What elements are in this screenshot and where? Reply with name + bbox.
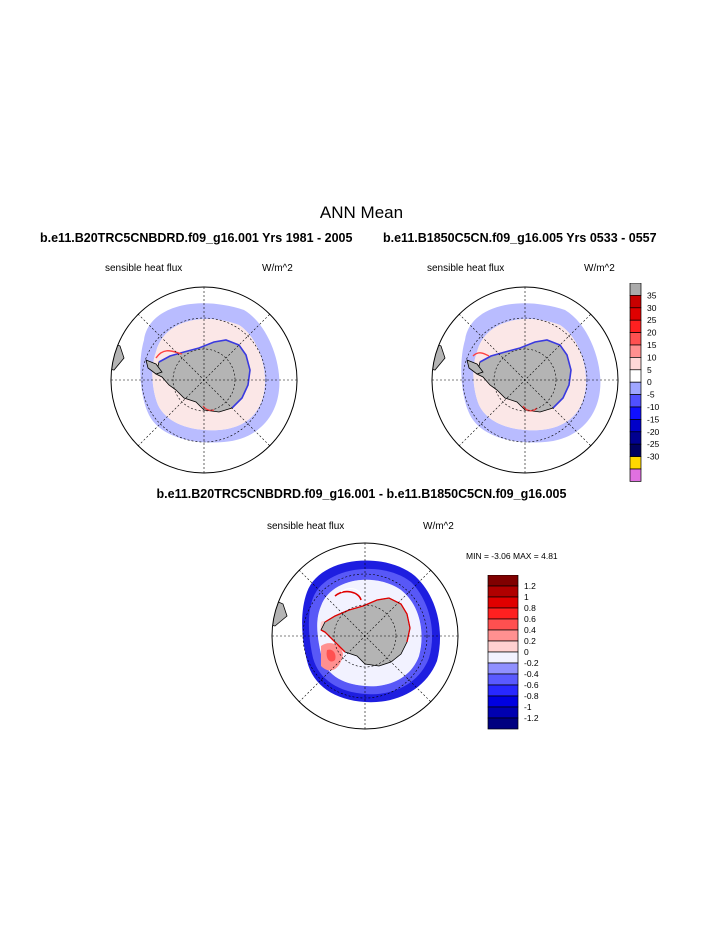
colorbar-diff-swatch [487, 662, 519, 675]
colorbar-top-swatch [629, 381, 642, 395]
colorbar-top-label: -5 [647, 390, 655, 400]
colorbar-top-swatch [629, 357, 642, 371]
map-difference [271, 542, 459, 730]
colorbar-top-swatch [629, 369, 642, 383]
colorbar-top-label: 35 [647, 290, 657, 300]
colorbar-diff-swatch [487, 695, 519, 708]
colorbar-top-label: 30 [647, 303, 657, 313]
colorbar-top-swatch [629, 307, 642, 321]
colorbar-diff-swatch [487, 629, 519, 642]
colorbar-top-label: -10 [647, 402, 660, 412]
panel-2-case-title: b.e11.B1850C5CN.f09_g16.005 Yrs 0533 - 0… [383, 231, 657, 245]
page-title: ANN Mean [319, 203, 404, 222]
colorbar-diff-label: -1.2 [524, 713, 539, 723]
panel-1-variable: sensible heat flux [105, 263, 183, 274]
colorbar-top-swatch [629, 468, 642, 482]
colorbar-top-swatch [629, 283, 642, 296]
colorbar-diff-label: -0.6 [524, 680, 539, 690]
colorbar-diff-swatch [487, 607, 519, 620]
colorbar-top-swatch [629, 419, 642, 433]
colorbar-top-label: -20 [647, 427, 660, 437]
panel-2-units: W/m^2 [584, 263, 615, 274]
colorbar-top-swatch [629, 443, 642, 457]
colorbar-top-swatch [629, 406, 642, 420]
colorbar-difference: 1.210.80.60.40.20-0.2-0.4-0.6-0.8-1-1.2 [487, 575, 539, 730]
colorbar-top-label: -30 [647, 452, 660, 462]
colorbar-top-label: 0 [647, 377, 652, 387]
colorbar-diff-label: -0.8 [524, 691, 539, 701]
difference-min-max: MIN = -3.06 MAX = 4.81 [466, 551, 558, 561]
colorbar-diff-swatch [487, 684, 519, 697]
colorbar-diff-swatch [487, 640, 519, 653]
colorbar-diff-swatch [487, 618, 519, 631]
colorbar-top-label: -15 [647, 414, 660, 424]
colorbar-top-swatch [629, 319, 642, 333]
map-panel-1 [110, 286, 298, 474]
difference-units: W/m^2 [423, 521, 454, 532]
colorbar-top-swatch [629, 431, 642, 445]
colorbar-top-label: 10 [647, 352, 657, 362]
colorbar-diff-swatch [487, 585, 519, 598]
colorbar-top-label: 5 [647, 365, 652, 375]
colorbar-diff-swatch [487, 651, 519, 664]
panel-2-variable: sensible heat flux [427, 263, 505, 274]
colorbar-top: 35 30 25 20 15 10 5 0 -5 -10 -15 -20 -25 -30 [629, 283, 660, 482]
colorbar-diff-label: 0.4 [524, 625, 536, 635]
colorbar-top-swatch [629, 456, 642, 470]
colorbar-diff-label: 0 [524, 647, 529, 657]
panel-1-case-title: b.e11.B20TRC5CNBDRD.f09_g16.001 Yrs 1981… [40, 231, 353, 245]
panel-1-units: W/m^2 [262, 263, 293, 274]
colorbar-diff-label: 0.8 [524, 603, 536, 613]
colorbar-top-label: 15 [647, 340, 657, 350]
colorbar-diff-label: -1 [524, 702, 532, 712]
colorbar-top-label: 20 [647, 328, 657, 338]
colorbar-diff-label: 1 [524, 592, 529, 602]
colorbar-top-swatch [629, 332, 642, 346]
colorbar-top-label: -25 [647, 439, 660, 449]
colorbar-top-swatch [629, 394, 642, 408]
colorbar-diff-swatch [487, 706, 519, 719]
colorbar-top-swatch [629, 295, 642, 309]
colorbar-diff-swatch [487, 596, 519, 609]
colorbar-diff-label: 1.2 [524, 581, 536, 591]
map-panel-2 [431, 286, 619, 474]
colorbar-diff-label: -0.2 [524, 658, 539, 668]
colorbar-diff-label: 0.6 [524, 614, 536, 624]
difference-title: b.e11.B20TRC5CNBDRD.f09_g16.001 - b.e11.… [156, 487, 567, 501]
colorbar-top-swatch [629, 344, 642, 358]
colorbar-top-label: 25 [647, 315, 657, 325]
colorbar-diff-swatch [487, 717, 519, 730]
colorbar-diff-swatch [487, 673, 519, 686]
colorbar-diff-label: 0.2 [524, 636, 536, 646]
colorbar-diff-swatch [487, 575, 519, 587]
colorbar-diff-label: -0.4 [524, 669, 539, 679]
difference-variable: sensible heat flux [267, 521, 345, 532]
